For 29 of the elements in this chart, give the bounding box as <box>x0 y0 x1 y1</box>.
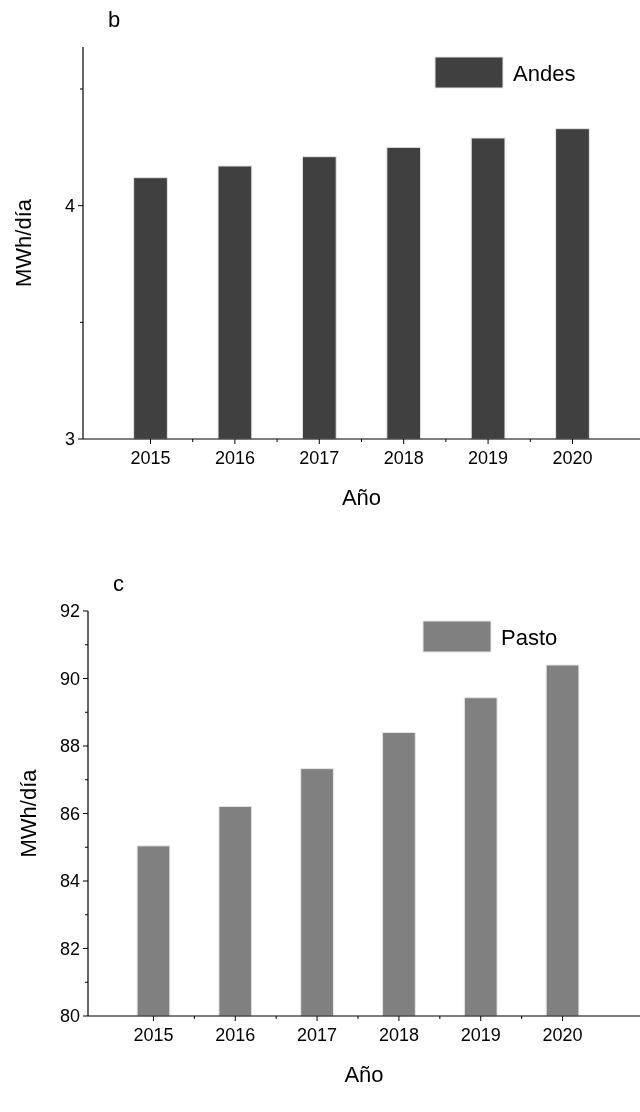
x-tick-label: 2015 <box>133 1025 174 1045</box>
y-tick-label: 82 <box>59 938 80 959</box>
y-axis-title: MWh/día <box>11 198 36 288</box>
y-tick-label: 84 <box>59 871 80 892</box>
x-tick-label: 2020 <box>542 1025 583 1045</box>
chart-title: c <box>113 571 124 596</box>
x-axis-title: Año <box>341 485 382 510</box>
x-tick-label: 2016 <box>214 448 255 468</box>
legend-label: Pasto <box>501 624 558 650</box>
y-tick-label: 92 <box>59 601 80 622</box>
x-tick-label: 2016 <box>215 1025 256 1045</box>
y-tick-label: 80 <box>59 1006 80 1027</box>
y-tick-label: 86 <box>59 803 80 824</box>
y-tick-label: 90 <box>59 668 80 689</box>
y-tick-label: 3 <box>64 429 75 450</box>
y-tick-label: 4 <box>64 195 75 216</box>
x-tick-label: 2019 <box>460 1025 501 1045</box>
x-axis-title: Año <box>344 1062 384 1087</box>
y-tick-label: 88 <box>59 736 80 757</box>
x-tick-label: 2018 <box>378 1025 419 1045</box>
y-axis-title: MWh/día <box>16 768 41 858</box>
x-tick-label: 2018 <box>383 448 424 468</box>
chart-title: b <box>108 7 121 32</box>
x-tick-label: 2017 <box>297 1025 338 1045</box>
x-tick-label: 2015 <box>130 448 171 468</box>
x-tick-label: 2017 <box>299 448 340 468</box>
x-tick-label: 2019 <box>468 448 509 468</box>
x-tick-label: 2020 <box>552 448 593 468</box>
legend-label: Andes <box>513 60 576 86</box>
